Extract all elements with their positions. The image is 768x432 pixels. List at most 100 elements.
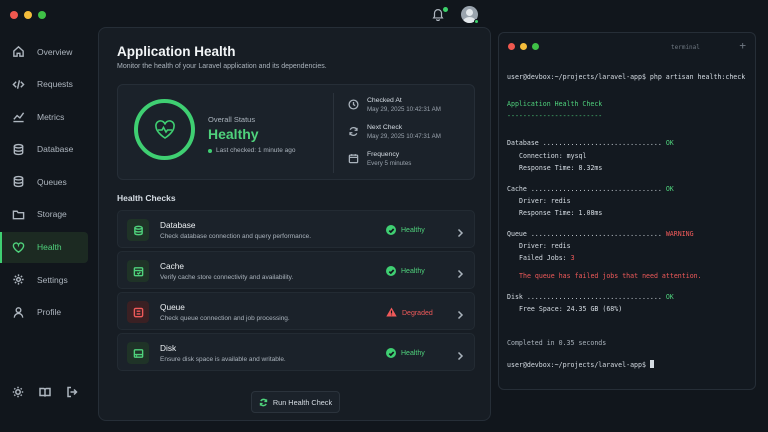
health-check-row-queue[interactable]: Queue Check queue connection and job pro…: [117, 292, 475, 330]
page-subtitle: Monitor the health of your Laravel appli…: [117, 63, 327, 70]
terminal-cache-line: Cache ................................. …: [507, 185, 674, 193]
terminal-maximize-button[interactable]: [532, 43, 539, 50]
new-tab-button[interactable]: +: [739, 39, 746, 52]
sidebar: Overview Requests Metrics Database Queue…: [0, 32, 96, 432]
check-circle-icon: [386, 348, 396, 358]
health-check-row-cache[interactable]: Cache Verify cache store connectivity an…: [117, 251, 475, 289]
status-badge: Healthy: [386, 348, 425, 358]
queue-status: WARNING: [665, 230, 694, 238]
avatar-wrapper[interactable]: [461, 6, 479, 24]
queue-check-icon-box: [127, 301, 149, 323]
chevron-right-icon: [456, 225, 464, 238]
db-status: OK: [665, 139, 674, 147]
cache-status: OK: [665, 185, 674, 193]
disk-check-icon-box: [127, 342, 149, 364]
terminal-window-controls: [508, 43, 539, 50]
terminal-cache-resp: Response Time: 1.08ms: [519, 209, 603, 217]
check-name: Disk: [160, 343, 177, 353]
sidebar-item-health[interactable]: Health: [0, 231, 88, 263]
sidebar-item-profile[interactable]: Profile: [0, 297, 88, 328]
check-circle-icon: [386, 266, 396, 276]
logout-icon[interactable]: [66, 386, 78, 398]
box-icon: [133, 266, 143, 276]
terminal-minimize-button[interactable]: [520, 43, 527, 50]
terminal-final-prompt: user@devbox:~/projects/laravel-app$: [507, 360, 654, 369]
sidebar-item-label: Requests: [37, 79, 73, 90]
status-badge: Degraded: [386, 307, 433, 319]
terminal-window[interactable]: terminal + user@devbox:~/projects/larave…: [498, 32, 756, 390]
terminal-db-resp: Response Time: 8.32ms: [519, 164, 603, 172]
sidebar-item-database[interactable]: Database: [0, 134, 88, 165]
minimize-window-button[interactable]: [24, 11, 32, 19]
avatar[interactable]: [461, 6, 478, 23]
terminal-disk-line: Disk .................................. …: [507, 293, 674, 301]
sidebar-item-label: Queues: [37, 176, 67, 187]
terminal-queue-driver: Driver: redis: [519, 242, 571, 250]
run-health-check-label: Run Health Check: [272, 397, 333, 407]
page-title: Application Health: [117, 44, 236, 59]
health-check-row-disk[interactable]: Disk Ensure disk space is available and …: [117, 333, 475, 371]
sidebar-item-metrics[interactable]: Metrics: [0, 101, 88, 132]
frequency-value: Every 5 minutes: [367, 160, 412, 167]
sidebar-item-requests[interactable]: Requests: [0, 69, 88, 100]
next-check: Next Check May 29, 2025 10:47:31 AM: [348, 124, 441, 140]
sidebar-item-overview[interactable]: Overview: [0, 36, 88, 67]
check-name: Database: [160, 220, 196, 230]
next-check-label: Next Check: [367, 124, 403, 131]
checked-at-value: May 29, 2025 10:42:31 AM: [367, 106, 441, 113]
terminal-close-button[interactable]: [508, 43, 515, 50]
run-health-check-button[interactable]: Run Health Check: [251, 391, 340, 413]
home-icon: [13, 45, 24, 57]
sidebar-item-queues[interactable]: Queues: [0, 166, 88, 197]
status-dot: [208, 148, 212, 153]
window-controls: [10, 11, 46, 19]
terminal-heading-rule: ------------------------: [507, 112, 603, 120]
health-check-row-database[interactable]: Database Check database connection and q…: [117, 210, 475, 248]
heart-icon: [12, 241, 25, 253]
sidebar-item-label: Storage: [37, 209, 67, 220]
status-ring: [134, 99, 195, 160]
sidebar-item-label: Profile: [37, 307, 62, 318]
chevron-right-icon: [456, 307, 464, 320]
terminal-db-conn: Connection: mysql: [519, 152, 587, 160]
status-text: Healthy: [401, 267, 425, 275]
close-window-button[interactable]: [10, 11, 18, 19]
terminal-queue-message: The queue has failed jobs that need atte…: [519, 272, 702, 280]
status-badge: Healthy: [386, 266, 425, 276]
check-description: Verify cache store connectivity and avai…: [160, 274, 294, 281]
check-name: Queue: [160, 302, 185, 312]
terminal-cursor: [649, 360, 654, 368]
sidebar-item-storage[interactable]: Storage: [0, 199, 88, 230]
refresh-icon: [349, 127, 358, 136]
chart-icon: [13, 112, 25, 123]
database-check-icon-box: [127, 219, 149, 241]
failed-jobs-value: 3: [570, 254, 575, 262]
check-description: Ensure disk space is available and writa…: [160, 356, 286, 363]
frequency-label: Frequency: [367, 151, 400, 158]
failed-jobs-label: Failed Jobs:: [519, 254, 571, 262]
book-icon[interactable]: [39, 386, 51, 398]
check-circle-icon: [386, 225, 396, 235]
terminal-title: terminal: [671, 44, 700, 51]
terminal-cache-driver: Driver: redis: [519, 197, 571, 205]
check-name: Cache: [160, 261, 184, 271]
command: php artisan health:check: [645, 73, 746, 81]
terminal-command-line: user@devbox:~/projects/laravel-app$ php …: [507, 73, 745, 81]
checked-at: Checked At May 29, 2025 10:42:31 AM: [348, 97, 441, 113]
sidebar-item-label: Metrics: [37, 111, 65, 122]
sun-icon[interactable]: [12, 386, 24, 398]
sidebar-item-settings[interactable]: Settings: [0, 264, 88, 295]
sidebar-item-label: Overview: [37, 46, 73, 57]
chevron-right-icon: [456, 348, 464, 361]
warning-triangle-icon: [386, 307, 397, 319]
cache-dots: Cache .................................: [507, 185, 662, 193]
check-description: Check queue connection and job processin…: [160, 315, 290, 322]
hard-drive-icon: [133, 348, 143, 358]
maximize-window-button[interactable]: [38, 11, 46, 19]
chevron-right-icon: [456, 266, 464, 279]
sidebar-item-label: Settings: [37, 274, 68, 285]
divider: [333, 93, 334, 173]
refresh-icon: [259, 398, 268, 406]
overall-status-card: Overall Status Healthy Last checked: 1 m…: [117, 84, 475, 180]
bell-icon[interactable]: [431, 6, 448, 23]
